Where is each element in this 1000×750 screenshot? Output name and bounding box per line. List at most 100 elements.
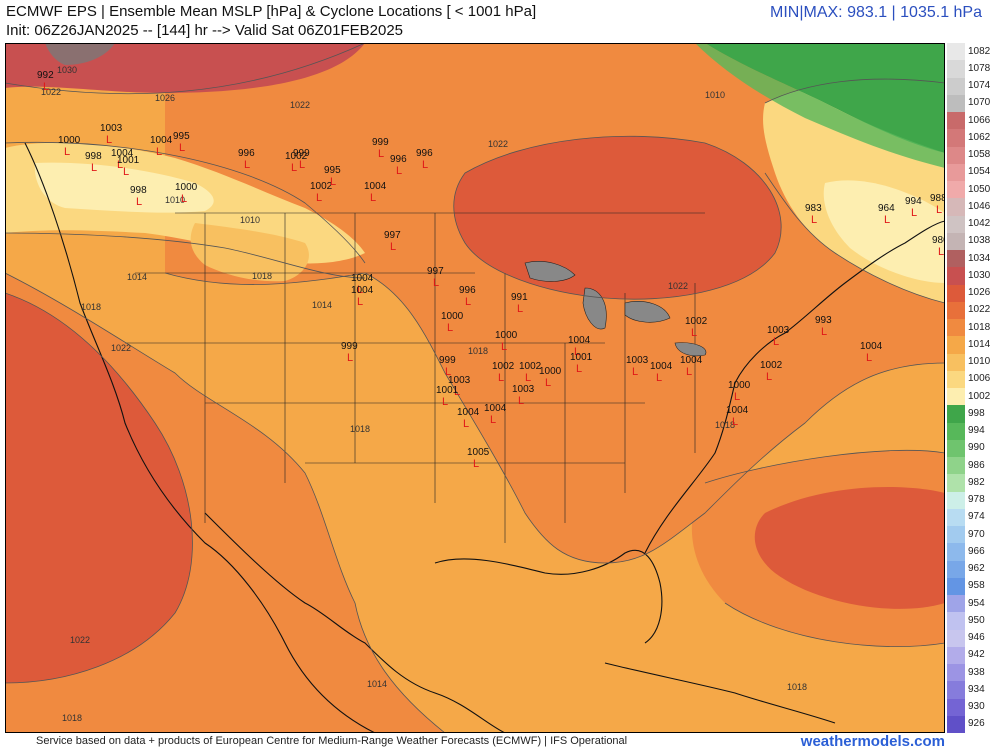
colorbar-swatch — [947, 560, 965, 578]
cyclone-pressure-label: 1001 — [436, 385, 459, 396]
cyclone-pressure-label: 1003 — [448, 375, 471, 386]
cyclone-low-marker: L — [179, 142, 185, 154]
cyclone-pressure-label: 997 — [384, 230, 401, 241]
colorbar-tick-label: 934 — [968, 683, 985, 695]
cyclone-low-marker: L — [123, 166, 129, 178]
colorbar-tick-label: 1062 — [968, 131, 991, 143]
colorbar-tick-label: 966 — [968, 545, 985, 557]
colorbar-swatch — [947, 526, 965, 544]
cyclone-pressure-label: 988 — [930, 193, 945, 204]
colorbar-swatch — [947, 146, 965, 164]
isobar-label: 1030 — [57, 65, 77, 75]
cyclone-pressure-label: 1003 — [767, 325, 790, 336]
pressure-zone-bermuda-high — [754, 487, 945, 609]
colorbar-swatch — [947, 163, 965, 181]
isobar-label: 1014 — [312, 300, 332, 310]
cyclone-pressure-label: 1004 — [351, 273, 374, 284]
colorbar-swatch — [947, 94, 965, 112]
cyclone-pressure-label: 999 — [439, 355, 456, 366]
cyclone-low-marker: L — [632, 366, 638, 378]
cyclone-pressure-label: 998 — [85, 151, 102, 162]
cyclone-pressure-label: 1003 — [626, 355, 649, 366]
cyclone-pressure-label: 1002 — [285, 151, 308, 162]
pressure-map[interactable]: 1030 1022 1026 1022 1010 1010 1014 1018 … — [5, 43, 945, 733]
cyclone-pressure-label: 1000 — [728, 380, 751, 391]
colorbar-swatch — [947, 129, 965, 147]
map-valid-time: Init: 06Z26JAN2025 -- [144] hr --> Valid… — [6, 22, 404, 39]
cyclone-low-marker: L — [433, 277, 439, 289]
colorbar-swatch — [947, 664, 965, 682]
cyclone-pressure-label: 1002 — [310, 181, 333, 192]
isobar-label: 1018 — [715, 420, 735, 430]
cyclone-low-marker: L — [299, 159, 305, 171]
isobar-label: 1018 — [81, 302, 101, 312]
isobar-label: 1010 — [165, 195, 185, 205]
cyclone-pressure-label: 1004 — [484, 403, 507, 414]
cyclone-low-marker: L — [43, 81, 49, 93]
colorbar-tick-label: 978 — [968, 494, 985, 506]
cyclone-low-marker: L — [64, 146, 70, 158]
cyclone-pressure-label: 999 — [372, 137, 389, 148]
cyclone-low-marker: L — [136, 196, 142, 208]
colorbar-swatch — [947, 77, 965, 95]
cyclone-low-marker: L — [574, 346, 580, 358]
cyclone-pressure-label: 1000 — [441, 311, 464, 322]
cyclone-pressure-label: 994 — [905, 196, 922, 207]
colorbar-swatch — [947, 388, 965, 406]
colorbar-swatch — [947, 543, 965, 561]
cyclone-low-marker: L — [465, 296, 471, 308]
cyclone-pressure-label: 999 — [341, 341, 358, 352]
pressure-zone-labrador-low — [705, 43, 945, 153]
min-max-readout: MIN|MAX: 983.1 | 1035.1 hPa — [770, 4, 982, 21]
colorbar-swatch — [947, 198, 965, 216]
cyclone-low-marker: L — [357, 284, 363, 296]
colorbar-swatch — [947, 215, 965, 233]
isobar-label: 1022 — [70, 635, 90, 645]
colorbar-tick-label: 950 — [968, 614, 985, 626]
cyclone-low-marker: L — [773, 336, 779, 348]
cyclone-pressure-label: 1004 — [568, 335, 591, 346]
cyclone-pressure-label: 1004 — [457, 407, 480, 418]
colorbar-swatch — [947, 284, 965, 302]
colorbar-tick-label: 990 — [968, 442, 985, 454]
cyclone-low-marker: L — [811, 214, 817, 226]
colorbar-tick-label: 942 — [968, 649, 985, 661]
cyclone-pressure-label: 1001 — [570, 352, 593, 363]
cyclone-pressure-label: 1004 — [726, 405, 749, 416]
colorbar-tick-label: 962 — [968, 563, 985, 575]
cyclone-low-marker: L — [866, 352, 872, 364]
cyclone-low-marker: L — [766, 371, 772, 383]
cyclone-low-marker: L — [686, 366, 692, 378]
colorbar-tick-label: 1054 — [968, 166, 991, 178]
cyclone-low-marker: L — [378, 148, 384, 160]
cyclone-low-marker: L — [517, 303, 523, 315]
colorbar-tick-label: 1058 — [968, 149, 991, 161]
cyclone-pressure-label: 995 — [173, 131, 190, 142]
cyclone-low-marker: L — [525, 372, 531, 384]
cyclone-pressure-label: 1003 — [100, 123, 123, 134]
colorbar-tick-label: 1074 — [968, 80, 991, 92]
cyclone-pressure-label: 996 — [459, 285, 476, 296]
colorbar-swatch — [947, 646, 965, 664]
cyclone-pressure-label: 980 — [932, 235, 945, 246]
cyclone-pressure-label: 964 — [878, 203, 895, 214]
cyclone-low-marker: L — [106, 134, 112, 146]
isobar-label: 1022 — [668, 281, 688, 291]
cyclone-pressure-label: 996 — [238, 148, 255, 159]
pressure-zone-rockies-lee — [190, 223, 309, 282]
cyclone-low-marker: L — [732, 416, 738, 428]
cyclone-low-marker: L — [545, 377, 551, 389]
colorbar-tick-label: 998 — [968, 407, 985, 419]
cyclone-pressure-label: 1002 — [492, 361, 515, 372]
cyclone-low-marker: L — [821, 326, 827, 338]
colorbar-swatch — [947, 370, 965, 388]
brand-link[interactable]: weathermodels.com — [800, 733, 945, 750]
cyclone-low-marker: L — [936, 204, 942, 216]
cyclone-pressure-label: 1004 — [860, 341, 883, 352]
isobar-labels: 1030 1022 1026 1022 1010 1010 1014 1018 … — [41, 65, 807, 723]
colorbar-swatch — [947, 112, 965, 130]
colorbar-swatch — [947, 319, 965, 337]
colorbar-ticks: 1082 1078 1074 1070 1066 1062 1058 1054 1050 1046… — [966, 43, 1000, 733]
colorbar-tick-label: 986 — [968, 459, 985, 471]
